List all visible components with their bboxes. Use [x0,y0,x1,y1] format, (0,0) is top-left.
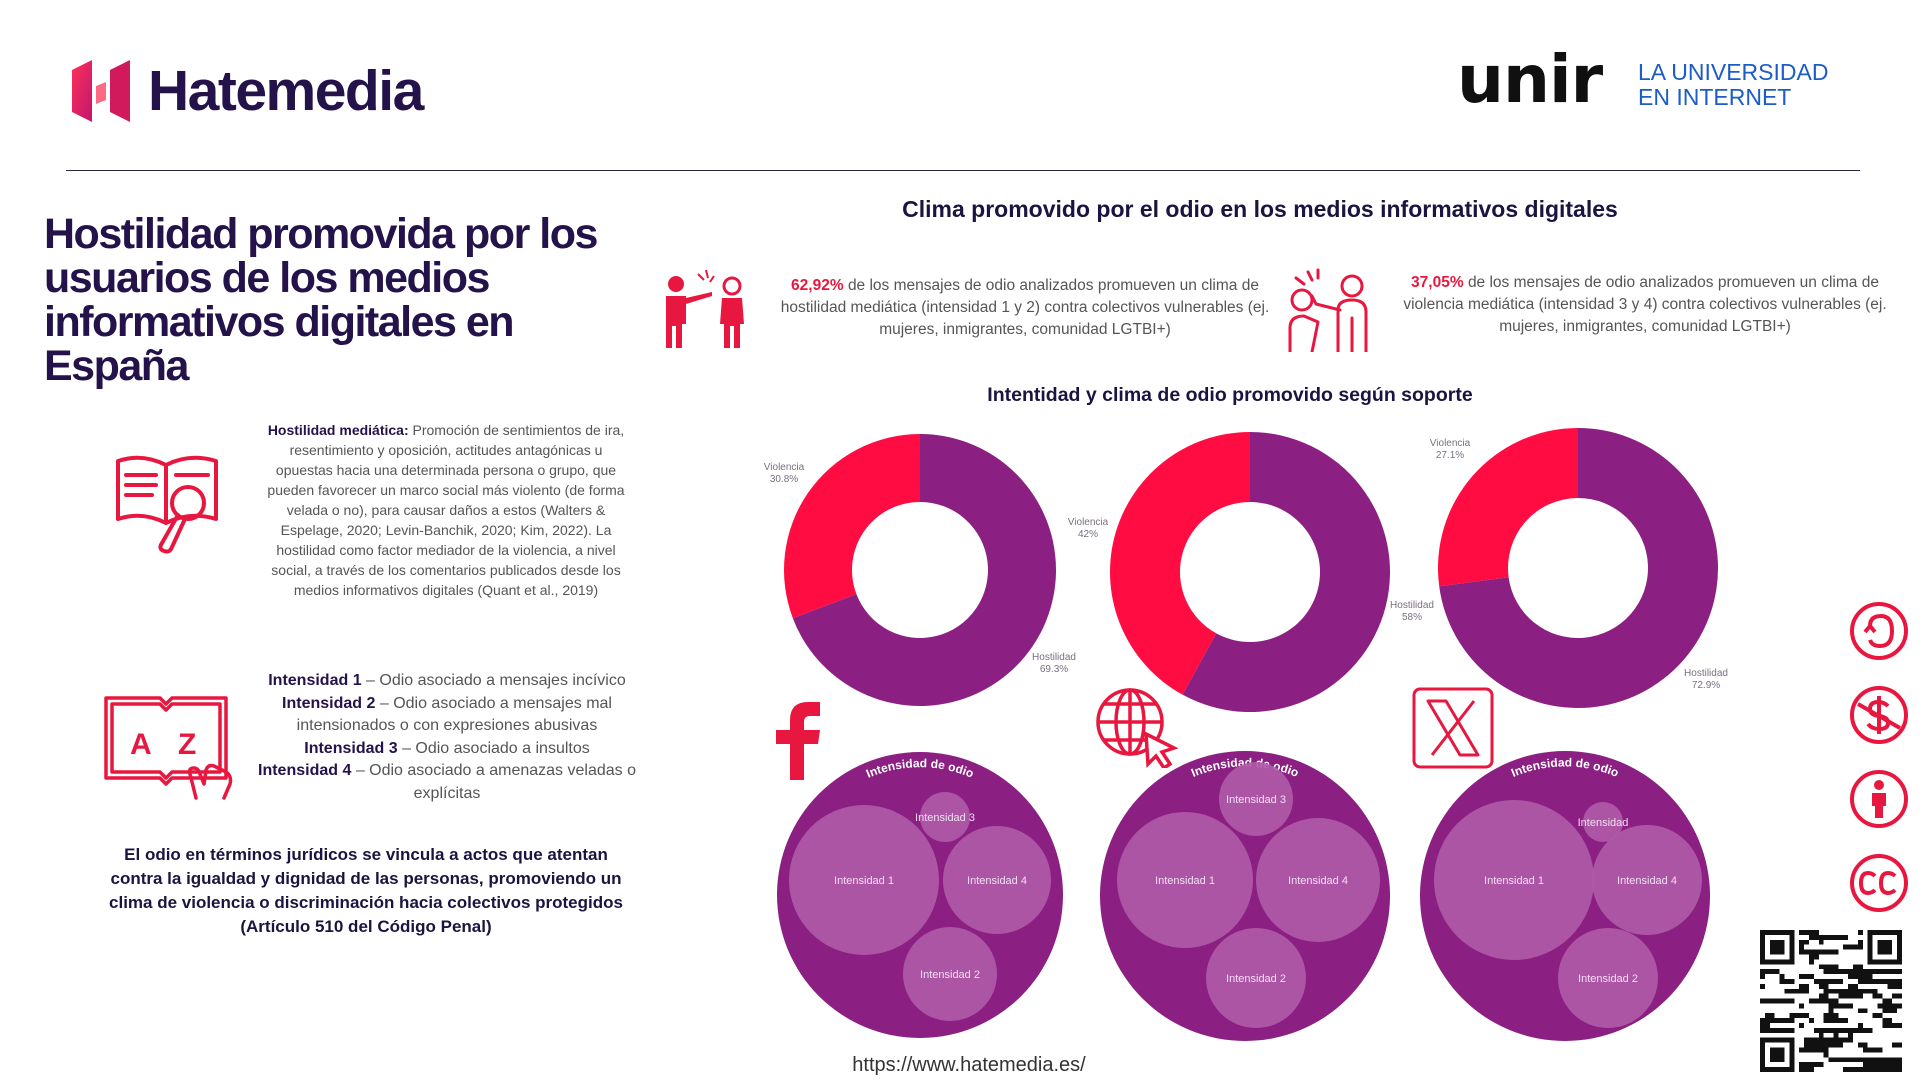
bubble-label: Intensidad 2 [1226,973,1286,985]
unir-logo: unir [1457,41,1603,118]
cc-share-icon [1850,602,1908,660]
intensity-list: Intensidad 1 – Odio asociado a mensajes … [252,670,642,805]
website-link[interactable]: https://www.hatemedia.es/ [852,1054,1086,1076]
stat-hostilidad: 62,92% de los mensajes de odio analizado… [780,275,1270,341]
slice-label: Violencia [764,462,805,473]
svg-text:A: A [130,728,152,761]
bubble-label: Intensidad 1 [1484,875,1544,887]
slice-label: Violencia [1068,517,1109,528]
slice-value: 30.8% [770,474,798,485]
stat-violencia-text: de los mensajes de odio analizados promu… [1403,274,1887,335]
bubble-label: Intensidad 2 [920,969,980,981]
donut-slice-violencia [1438,428,1578,587]
bubble-label: Intensidad 4 [1617,875,1677,887]
bubble-label: Intensidad 1 [834,875,894,887]
cc-attribution-icon [1850,770,1908,828]
definition-term: Hostilidad mediática: [267,422,409,438]
slice-label: Hostilidad [1032,652,1076,663]
bubble-label: Intensidad 3 [915,812,975,824]
donut-slice-violencia [783,434,920,619]
bubble [1117,812,1253,948]
bubble-label: Intensidad 3 [1226,794,1286,806]
intensity-item: Intensidad 2 – Odio asociado a mensajes … [252,693,642,738]
unir-tagline-line1: LA UNIVERSIDAD [1638,59,1829,85]
bubble-label: Intensidad 1 [1155,875,1215,887]
page-title: Hostilidad promovida por los usuarios de… [44,210,598,390]
intensity-desc: – Odio asociado a mensajes incívico [366,672,626,689]
intensity-term: Intensidad 2 [282,694,376,712]
unir-tagline: LA UNIVERSIDAD EN INTERNET [1638,60,1828,110]
intensity-item: Intensidad 4 – Odio asociado a amenazas … [252,760,642,805]
intensity-desc: – Odio asociado a mensajes mal intension… [296,694,612,735]
intensity-desc: – Odio asociado a insultos [402,739,590,757]
stat-violencia: 37,05% de los mensajes de odio analizado… [1400,272,1890,338]
stat-hostilidad-text: de los mensajes de odio analizados promu… [780,277,1270,338]
slice-label: Hostilidad [1684,668,1728,679]
brand-name: Hatemedia [148,59,424,123]
header-divider [66,170,1860,171]
book-search-icon [116,455,218,554]
donut-slice-hostilidad [1182,432,1391,713]
bubble [1434,800,1594,960]
intensity-item: Intensidad 1 – Odio asociado a mensajes … [252,670,642,693]
definition-block: Hostilidad mediática: Promoción de senti… [262,420,630,600]
charts-title: Intentidad y clima de odio promovido seg… [987,384,1473,406]
x-icon [1412,687,1494,769]
bubble-label: Intensidad 4 [1288,875,1348,887]
svg-text:Z: Z [178,728,196,761]
intensity-term: Intensidad 4 [258,762,352,779]
slice-value: 27.1% [1436,450,1464,461]
legal-text: El odio en términos jurídicos se vincula… [109,845,623,912]
unir-tagline-line2: EN INTERNET [1638,84,1792,110]
intensity-term: Intensidad 3 [304,739,398,757]
bubble [1558,928,1658,1028]
slice-value: 69.3% [1040,664,1068,675]
bubble [1219,762,1293,836]
bubble-label: Intensidad 2 [1578,973,1638,985]
cc-noncommercial-icon [1850,686,1908,744]
web-cursor-icon [1096,688,1178,768]
stat-hostilidad-pct: 62,92% [791,277,844,294]
bubble [1592,825,1702,935]
slice-value: 42% [1078,529,1098,540]
bubble [903,927,997,1021]
legal-ref: (Artículo 510 del Código Penal) [240,917,492,936]
slice-value: 58% [1402,612,1422,623]
cc-icon [1850,854,1908,912]
bubble-label: Intensidad 4 [967,875,1027,887]
legal-note: El odio en términos jurídicos se vincula… [96,843,636,939]
bubble [943,826,1051,934]
intensity-term: Intensidad 1 [268,672,362,689]
hatemedia-logo-icon [72,60,130,122]
slice-label: Violencia [1430,438,1471,449]
definition-text: Promoción de sentimientos de ira, resent… [267,422,625,598]
intensity-desc: – Odio asociado a amenazas veladas o exp… [355,762,636,802]
slice-value: 72.9% [1692,680,1720,691]
bubble-label: Intensidad [1578,817,1629,829]
bubble [789,805,939,955]
slice-label: Hostilidad [1390,600,1434,611]
donut-slice-hostilidad [792,434,1056,706]
stat-violencia-pct: 37,05% [1411,274,1464,291]
bubble [1206,928,1306,1028]
pointing-people-icon [666,269,744,348]
qr-code[interactable] [1760,930,1902,1072]
dictionary-icon: A Z [104,696,233,800]
violence-people-icon [1288,268,1368,352]
bubble [1256,818,1380,942]
facebook-icon [776,702,820,780]
donut-slice-violencia [1110,432,1250,695]
license-icons [1848,600,1912,936]
donut-slice-hostilidad [1439,428,1718,709]
intensity-item: Intensidad 3 – Odio asociado a insultos [252,738,642,761]
bubble [1583,802,1623,842]
bubble [920,792,970,842]
clima-title: Clima promovido por el odio en los medio… [902,196,1618,222]
